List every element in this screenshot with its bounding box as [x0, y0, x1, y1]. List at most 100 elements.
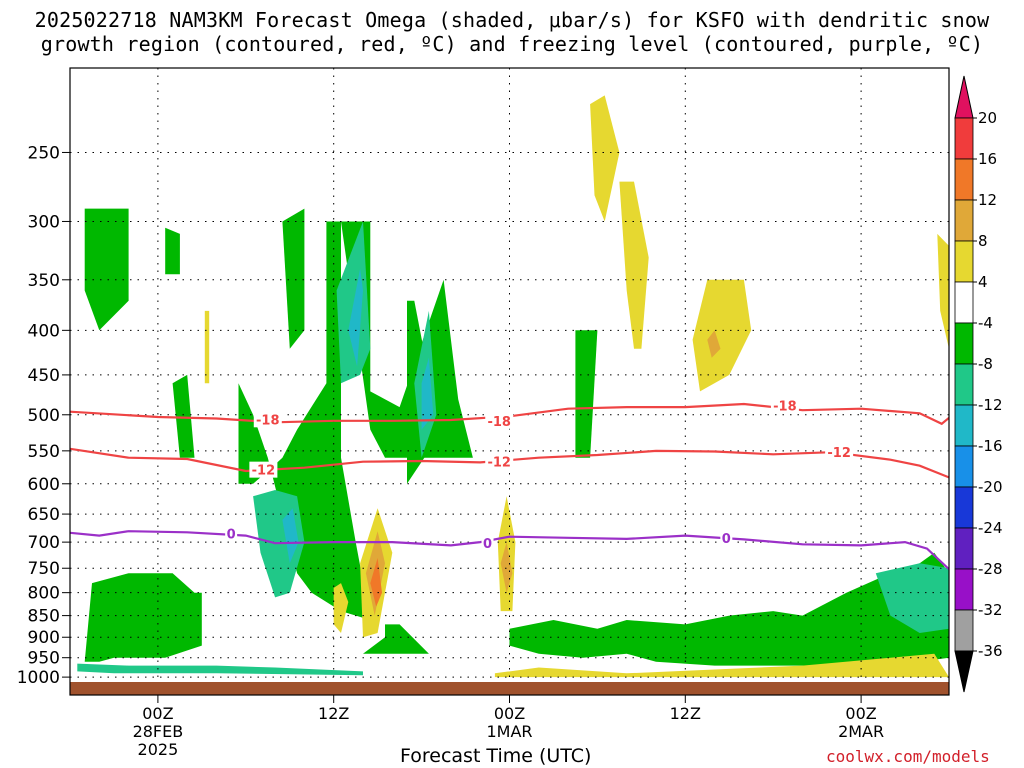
omega-region--16	[282, 508, 299, 564]
y-tick-label: 600	[28, 475, 60, 495]
colorbar-label: -24	[978, 519, 1003, 537]
colorbar-label: 4	[978, 273, 988, 291]
grid-lines	[70, 68, 949, 695]
colorbar-top-arrow	[954, 75, 974, 119]
colorbar-label: 20	[978, 109, 997, 127]
omega-region--8	[84, 573, 202, 662]
colorbar-bin	[954, 527, 974, 570]
omega-region--8	[341, 221, 473, 458]
omega-region--12	[77, 663, 364, 676]
x-tick-label: 00Z	[142, 704, 173, 723]
chart-title-line2: growth region (contoured, red, ºC) and f…	[40, 32, 984, 56]
y-tick-label: 700	[28, 533, 60, 553]
omega-region--8	[575, 330, 598, 458]
omega-region-4	[494, 653, 949, 678]
y-tick-label: 500	[28, 406, 60, 426]
contour-label-bg	[225, 525, 238, 542]
x-tick-label: 28FEB	[133, 722, 184, 741]
omega-region--8	[172, 374, 195, 458]
colorbar-bin	[954, 445, 974, 488]
colorbar-label: -32	[978, 601, 1003, 619]
contour-label: -18	[256, 413, 280, 428]
y-tick-label: 350	[28, 271, 60, 291]
x-tick-label: 12Z	[318, 704, 349, 723]
contour-label-bg	[770, 397, 799, 414]
x-tick-label: 2MAR	[838, 722, 884, 741]
omega-region--16	[348, 268, 363, 367]
y-tick-label: 300	[28, 212, 60, 232]
y-tick-label: 1000	[17, 668, 60, 688]
colorbar-bin	[954, 404, 974, 447]
contour-label: -12	[252, 464, 276, 479]
colorbar-label: -12	[978, 396, 1003, 414]
contour-label-bg	[485, 453, 514, 470]
colorbar-bin	[954, 117, 974, 160]
colorbar-bin	[954, 363, 974, 406]
colorbar-label: -36	[978, 642, 1003, 660]
omega-region-8	[707, 330, 721, 358]
colorbar-label: -4	[978, 314, 993, 332]
omega-region--8	[165, 227, 180, 275]
omega-region--8	[509, 552, 949, 666]
omega-region-4	[204, 310, 210, 384]
colorbar-bottom-arrow	[954, 650, 974, 693]
contour-label: -18	[773, 400, 797, 415]
omega-region-4	[619, 181, 649, 349]
y-tick-label: 250	[28, 143, 60, 163]
colorbar-bin	[954, 322, 974, 365]
contour-label: 0	[483, 537, 492, 552]
omega-region--8	[84, 208, 129, 331]
colorbar-label: -28	[978, 560, 1003, 578]
colorbar-label: 12	[978, 191, 997, 209]
contour-label-bg	[253, 411, 282, 428]
contour-label: 0	[227, 527, 236, 542]
y-tick-label: 650	[28, 505, 60, 525]
omega-region-12	[370, 558, 382, 607]
omega-region--8	[363, 624, 429, 654]
contour-label-bg	[720, 529, 733, 546]
contour-label: -12	[827, 446, 851, 461]
contour-labels: -18 -12 0 -18 -12 0 -18 -12 0	[225, 397, 854, 552]
x-tick-label: 12Z	[670, 704, 701, 723]
contour-label-bg	[249, 461, 278, 478]
x-tick-label: 2025	[138, 740, 179, 759]
credit-text: coolwx.com/models	[826, 747, 990, 766]
omega-region--12	[875, 563, 949, 633]
omega-region-4	[590, 95, 620, 222]
colorbar-label: -8	[978, 355, 993, 373]
y-tick-label: 850	[28, 607, 60, 627]
colorbar-bin	[954, 609, 974, 652]
contour-label-bg	[485, 412, 514, 429]
omega-region--12	[336, 221, 371, 384]
omega-region-4	[937, 233, 949, 349]
y-tick-label: 800	[28, 584, 60, 604]
contour-label: -12	[487, 456, 511, 471]
colorbar-bin	[954, 158, 974, 201]
colorbar-bin	[954, 568, 974, 611]
colorbar-label: 8	[978, 232, 988, 250]
x-axis-label: Forecast Time (UTC)	[400, 745, 592, 767]
contour-label-bg	[481, 535, 494, 552]
y-tick-label: 950	[28, 649, 60, 669]
colorbar-bin	[954, 240, 974, 283]
x-tick-label: 1MAR	[486, 722, 532, 741]
y-tick-label: 400	[28, 321, 60, 341]
contour-label: 0	[722, 532, 731, 547]
omega-region--16	[421, 357, 434, 430]
ground-strip	[70, 682, 949, 695]
contour-label-bg	[825, 444, 854, 461]
chart-title-line1: 2025022718 NAM3KM Forecast Omega (shaded…	[34, 8, 990, 32]
contour-label: -18	[487, 415, 511, 430]
x-tick-label: 00Z	[494, 704, 525, 723]
colorbar-label: 16	[978, 150, 997, 168]
colorbar-bin	[954, 199, 974, 242]
colorbar: 20 16 12 8 4 -4 -8 -12 -16 -20 -24 -28 -32 -36	[954, 75, 1003, 693]
colorbar-bin	[954, 486, 974, 529]
y-tick-label: 750	[28, 559, 60, 579]
omega-region-8	[500, 542, 513, 593]
contour-0	[70, 530, 949, 571]
y-axis: 2503003504004505005506006507007508008509…	[17, 143, 70, 688]
colorbar-bin	[954, 281, 974, 324]
